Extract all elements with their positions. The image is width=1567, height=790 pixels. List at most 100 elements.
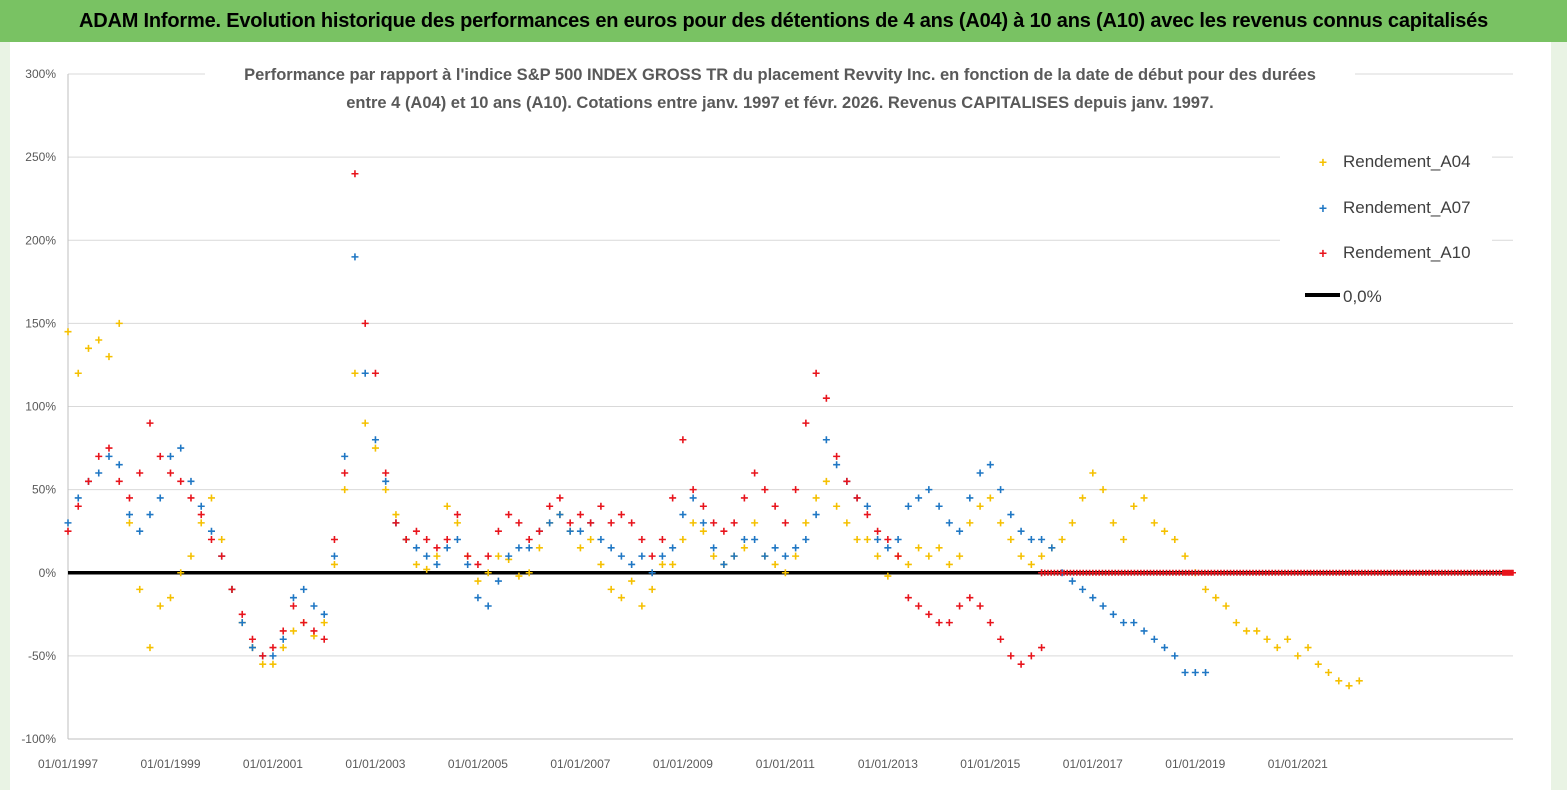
- data-point: [1510, 569, 1516, 576]
- legend-marker-a07: +: [1319, 200, 1327, 216]
- data-point: [771, 544, 779, 552]
- data-point: [853, 494, 861, 502]
- data-point: [1048, 544, 1056, 552]
- data-point: [115, 461, 123, 469]
- data-point: [371, 369, 379, 377]
- data-point: [617, 552, 625, 560]
- data-point: [1079, 585, 1087, 593]
- data-point: [576, 527, 584, 535]
- data-point: [1171, 536, 1179, 543]
- data-point: [423, 552, 431, 560]
- data-point: [453, 511, 461, 519]
- data-point: [289, 594, 297, 602]
- data-point: [443, 544, 451, 552]
- data-point: [515, 572, 523, 580]
- data-point: [751, 519, 759, 527]
- data-point: [781, 552, 789, 560]
- performance-chart: 300% 250% 200% 150% 100% 50% 0% -50% -100% 01/01…: [10, 42, 1551, 790]
- data-point: [740, 494, 748, 502]
- data-point: [392, 519, 400, 527]
- data-point: [1068, 577, 1076, 585]
- data-point: [740, 536, 748, 543]
- chart-title-line-2: entre 4 (A04) et 10 ans (A10). Cotations…: [346, 94, 1214, 112]
- data-point: [1058, 536, 1066, 543]
- data-point: [925, 486, 933, 494]
- data-point: [474, 577, 482, 585]
- data-point: [187, 477, 195, 485]
- data-point: [484, 552, 492, 560]
- data-point: [843, 519, 851, 527]
- data-point: [638, 602, 646, 610]
- data-point: [648, 569, 656, 577]
- y-tick-label: 50%: [32, 483, 56, 497]
- data-point: [997, 486, 1005, 494]
- data-point: [587, 536, 595, 543]
- data-point: [679, 436, 687, 444]
- data-point: [1284, 635, 1292, 643]
- data-point: [997, 519, 1005, 527]
- data-point: [1253, 627, 1261, 635]
- data-point: [669, 560, 677, 568]
- data-point: [484, 602, 492, 610]
- data-point: [382, 469, 390, 477]
- data-point: [197, 519, 205, 527]
- data-point: [330, 536, 338, 543]
- data-point: [146, 419, 154, 427]
- data-point: [689, 519, 697, 527]
- data-point: [84, 477, 92, 485]
- data-point: [1109, 519, 1117, 527]
- data-point: [207, 527, 215, 535]
- data-point: [822, 436, 830, 444]
- data-point: [802, 419, 810, 427]
- data-point: [802, 536, 810, 543]
- data-point: [371, 444, 379, 452]
- legend-label-zero: 0,0%: [1343, 287, 1382, 306]
- data-point: [1099, 602, 1107, 610]
- legend-marker-a10: +: [1319, 245, 1327, 261]
- data-point: [218, 536, 226, 543]
- y-tick-label: 200%: [25, 233, 56, 247]
- data-point: [494, 577, 502, 585]
- x-tick-label: 01/01/2019: [1165, 757, 1225, 771]
- data-point: [935, 502, 943, 510]
- data-point: [300, 585, 308, 593]
- data-point: [945, 519, 953, 527]
- data-point: [64, 519, 72, 527]
- data-point: [402, 536, 410, 543]
- x-tick-label: 01/01/2017: [1063, 757, 1123, 771]
- data-point: [576, 544, 584, 552]
- data-point: [607, 519, 615, 527]
- data-point: [833, 452, 841, 460]
- data-point: [689, 486, 697, 494]
- data-point: [628, 519, 636, 527]
- data-point: [699, 519, 707, 527]
- data-point: [177, 477, 185, 485]
- data-point: [525, 544, 533, 552]
- data-point: [412, 544, 420, 552]
- data-point: [1140, 494, 1148, 502]
- data-point: [1027, 560, 1035, 568]
- data-point: [361, 369, 369, 377]
- data-point: [330, 560, 338, 568]
- data-point: [187, 552, 195, 560]
- data-point: [371, 436, 379, 444]
- data-point: [443, 536, 451, 543]
- data-point: [95, 336, 103, 344]
- data-point: [638, 536, 646, 543]
- data-point: [1345, 682, 1353, 690]
- data-point: [74, 502, 82, 510]
- data-point: [771, 502, 779, 510]
- data-point: [966, 594, 974, 602]
- data-point: [197, 502, 205, 510]
- legend-label-a10: Rendement_A10: [1343, 243, 1471, 262]
- data-point: [1007, 652, 1015, 660]
- x-tick-label: 01/01/2013: [858, 757, 918, 771]
- data-point: [597, 502, 605, 510]
- data-point: [1038, 644, 1046, 652]
- data-point: [197, 511, 205, 519]
- data-point: [669, 494, 677, 502]
- data-point: [310, 602, 318, 610]
- data-point: [1079, 494, 1087, 502]
- data-point: [710, 544, 718, 552]
- data-point: [1202, 669, 1210, 676]
